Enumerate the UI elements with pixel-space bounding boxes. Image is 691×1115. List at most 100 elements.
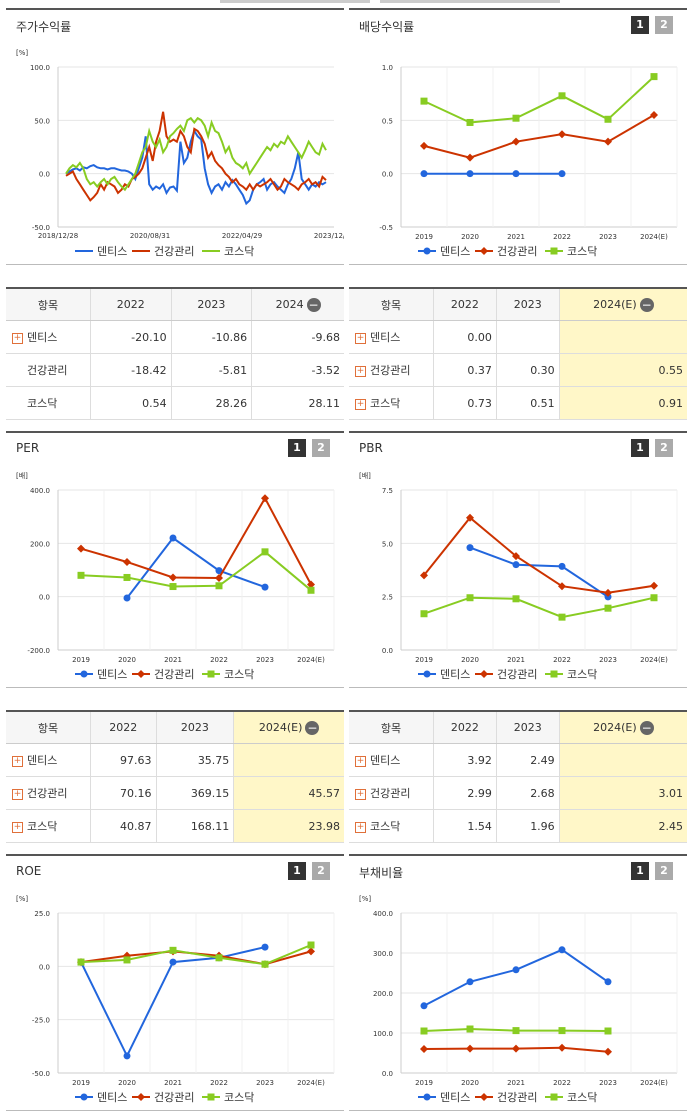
cell: 2.45 [559, 809, 687, 843]
data-point [261, 494, 269, 503]
data-point [77, 544, 85, 553]
legend-label: 덴티스 [440, 245, 470, 258]
legend: 덴티스 건강관리 코스닥 [75, 245, 254, 258]
cell [233, 743, 344, 777]
expand-icon[interactable]: + [355, 365, 366, 377]
series-1 [466, 544, 612, 601]
data-point [215, 573, 223, 582]
data-point [512, 561, 520, 569]
expand-icon[interactable]: + [355, 788, 366, 800]
collapse-icon[interactable]: − [639, 720, 654, 735]
panel-title: PER [16, 441, 40, 455]
y-tick-label: 0.0 [382, 1070, 393, 1078]
y-tick-label: 25.0 [34, 910, 50, 918]
panel-title: PBR [359, 441, 383, 455]
data-point [169, 583, 177, 591]
page-1-button[interactable]: 1 [631, 16, 649, 34]
page-2-button[interactable]: 2 [655, 439, 673, 457]
series-2 [420, 111, 658, 162]
x-tick-label: 2020 [118, 1079, 136, 1087]
unit-label: [배] [16, 471, 28, 480]
data-point [137, 1093, 145, 1101]
data-point [207, 670, 215, 678]
series-line [80, 496, 312, 585]
x-tick-label: 2021 [164, 656, 182, 664]
page-1-button[interactable]: 1 [288, 439, 306, 457]
top-tab-strip-2 [380, 0, 560, 3]
data-point [650, 581, 658, 590]
data-point [77, 958, 85, 966]
legend-label: 코스닥 [567, 245, 597, 258]
data-point [80, 1093, 88, 1101]
y-tick-label: -50.0 [32, 224, 50, 232]
page-2-button[interactable]: 2 [655, 16, 673, 34]
page-2-button[interactable]: 2 [312, 439, 330, 457]
data-point [123, 558, 131, 566]
page-2-button[interactable]: 2 [655, 862, 673, 880]
collapse-icon[interactable]: − [305, 720, 320, 735]
cell: -3.52 [251, 353, 344, 387]
expand-icon[interactable]: + [355, 332, 366, 344]
cell: 40.87 [90, 809, 157, 843]
x-tick-label: 2020 [461, 1079, 479, 1087]
y-tick-label: 400.0 [30, 487, 50, 495]
series-1 [123, 534, 269, 602]
header-item: 항목 [6, 288, 91, 321]
data-point [512, 552, 520, 561]
dividend-chart: 1.0 0.5 0.0 -0.5 2019 2020 2021 2022 2023 2024(E)… [379, 64, 678, 258]
row-name: + 덴티스 [349, 743, 434, 777]
x-tick-label: 2019 [415, 1079, 433, 1087]
data-point [420, 141, 428, 150]
x-tick-label: 2019 [415, 656, 433, 664]
roe-panel: ROE 1 2 [%] 25.0 0.0 -25.0 -50.0 2019 2020 2021… [6, 854, 344, 1111]
data-point [512, 137, 520, 146]
expand-icon[interactable]: + [12, 332, 23, 344]
data-point [215, 582, 223, 590]
data-point [123, 1052, 131, 1060]
row-name: + 코스닥 [349, 386, 434, 420]
expand-icon[interactable]: + [12, 788, 23, 800]
x-tick-label: 2021 [507, 656, 525, 664]
cell [559, 743, 687, 777]
page-1-button[interactable]: 1 [631, 439, 649, 457]
row-name: + 코스닥 [6, 809, 91, 843]
cell: 168.11 [156, 809, 235, 843]
cell: 369.15 [156, 776, 235, 810]
dividend-panel: 배당수익률 1 2 1.0 0.5 0.0 -0.5 2019 2020 2021 2022 2… [349, 8, 687, 265]
expand-icon[interactable]: + [355, 755, 366, 767]
legend: 덴티스 건강관리 코스닥 [418, 245, 597, 258]
page-1-button[interactable]: 1 [288, 862, 306, 880]
expand-icon[interactable]: + [12, 755, 23, 767]
data-point [512, 1027, 520, 1035]
expand-icon[interactable]: + [12, 821, 23, 833]
cell: 1.54 [433, 809, 497, 843]
series-2 [77, 494, 315, 589]
data-point [169, 573, 177, 582]
data-point [512, 1044, 520, 1053]
data-point [604, 1027, 612, 1035]
x-tick-label: 2019 [415, 233, 433, 241]
roe-chart: [%] 25.0 0.0 -25.0 -50.0 2019 2020 2021 2022 2023… [16, 895, 335, 1104]
x-tick-label: 2024(E) [640, 1079, 668, 1087]
legend-label: 덴티스 [97, 1091, 127, 1104]
cell: 3.92 [433, 743, 497, 777]
expand-icon[interactable]: + [355, 398, 366, 410]
legend-label: 코스닥 [224, 668, 254, 681]
data-point [650, 594, 658, 602]
data-point [420, 170, 428, 178]
y-tick-label: -0.5 [379, 224, 393, 232]
collapse-icon[interactable]: − [639, 297, 654, 312]
table-row: + 건강관리 70.16 369.15 45.57 [6, 776, 344, 810]
page-2-button[interactable]: 2 [312, 862, 330, 880]
data-point [423, 1093, 431, 1101]
header-year: 2023 [171, 288, 253, 321]
series-1 [420, 946, 612, 1010]
cell: -18.42 [90, 353, 172, 387]
collapse-icon[interactable]: − [306, 297, 321, 312]
y-tick-label: 1.0 [382, 64, 393, 72]
cell: -5.81 [171, 353, 253, 387]
data-point [480, 670, 488, 678]
expand-icon[interactable]: + [355, 821, 366, 833]
legend-label: 덴티스 [97, 245, 127, 258]
page-1-button[interactable]: 1 [631, 862, 649, 880]
